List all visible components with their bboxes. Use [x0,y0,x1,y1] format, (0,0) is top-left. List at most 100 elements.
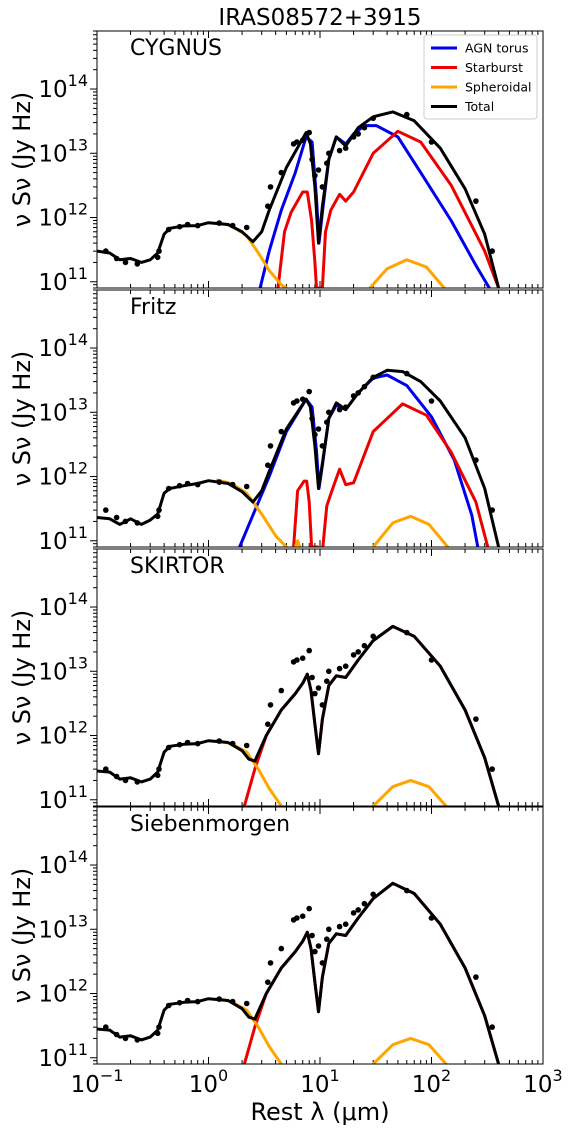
data-point [229,998,236,1005]
data-point [229,740,236,747]
series-spheroidal [371,514,450,547]
y-tick-label: 1014 [38,330,88,362]
data-point [336,665,343,672]
y-tick-label: 1012 [38,200,88,232]
data-point [103,766,109,772]
data-point [350,652,357,658]
data-point [306,905,313,912]
data-point [156,507,162,513]
data-point [103,1024,109,1030]
data-point [309,674,315,681]
data-point [176,999,183,1006]
y-axis-label: ν Sν (Jy Hz) [8,351,36,487]
data-point [361,383,368,390]
data-point [194,481,201,488]
legend-label-starburst: Starburst [465,60,523,75]
series-spheroidal [371,1036,448,1064]
data-point [176,741,183,748]
data-point [315,167,322,173]
data-point [154,772,161,779]
data-point [355,131,362,137]
data-point [312,690,318,697]
data-point [355,390,362,396]
data-point [176,482,183,489]
data-point [154,254,161,261]
data-point [473,457,479,463]
legend-label-spheroidal: Spheroidal [465,80,532,95]
data-point [134,520,141,526]
data-point [278,428,285,435]
data-point [194,740,201,747]
data-point [154,1030,161,1037]
series-agn [238,373,480,547]
data-point [134,1037,141,1043]
data-point [122,1035,129,1042]
y-tick-label: 1013 [38,135,88,167]
y-axis-label: ν Sν (Jy Hz) [8,868,36,1004]
series-spheroidal [293,539,302,547]
data-point [294,915,300,921]
data-point [326,409,332,416]
data-point [309,932,315,939]
data-point [350,134,357,140]
y-tick-label: 1014 [38,847,88,879]
data-point [324,419,330,426]
data-point [489,507,496,513]
y-tick-label: 1011 [38,264,88,296]
data-point [326,926,332,933]
data-point [134,779,141,785]
data-point [473,716,479,722]
data-point [319,184,326,190]
x-tick-label: 103 [523,1066,562,1098]
data-point [184,739,191,746]
data-point [113,255,120,262]
series-starburst [292,402,490,547]
data-point [154,513,161,520]
y-tick-label: 1012 [38,718,88,750]
data-point [315,426,322,432]
y-axis-label: ν Sν (Jy Hz) [8,610,36,746]
data-point [156,1024,162,1030]
data-point [361,124,368,131]
data-point [428,398,435,404]
data-point [370,115,377,122]
data-point [309,156,315,163]
panel-frame [96,806,544,1065]
data-point [361,642,368,649]
data-point [113,773,120,780]
data-point [350,910,357,916]
series-starburst [276,129,501,288]
data-point [312,948,318,955]
data-point [278,945,285,952]
series-starburst [242,624,501,806]
y-tick-label: 1013 [38,394,88,426]
data-point [306,388,313,395]
y-tick-label: 1014 [38,589,88,621]
data-point [184,997,191,1004]
data-point [489,1024,496,1030]
data-point [342,921,349,927]
data-point [216,738,223,744]
data-point [156,766,162,772]
panel-label: SKIRTOR [130,554,225,579]
data-point [267,702,274,708]
series-total [97,368,501,547]
panel-frame [96,30,544,289]
data-point [184,480,191,487]
data-point [299,396,306,403]
data-point [315,943,322,949]
data-point [216,996,223,1002]
x-tick-label: 10−1 [71,1066,124,1098]
series-spheroidal [215,739,283,806]
data-point [299,137,306,143]
series-total [97,110,501,288]
y-tick-label: 1012 [38,976,88,1008]
series-total [97,881,501,1064]
data-point [370,374,377,381]
data-point [122,259,129,266]
data-point [229,222,236,229]
panel-label: Siebenmorgen [130,812,290,837]
data-point [428,657,435,663]
